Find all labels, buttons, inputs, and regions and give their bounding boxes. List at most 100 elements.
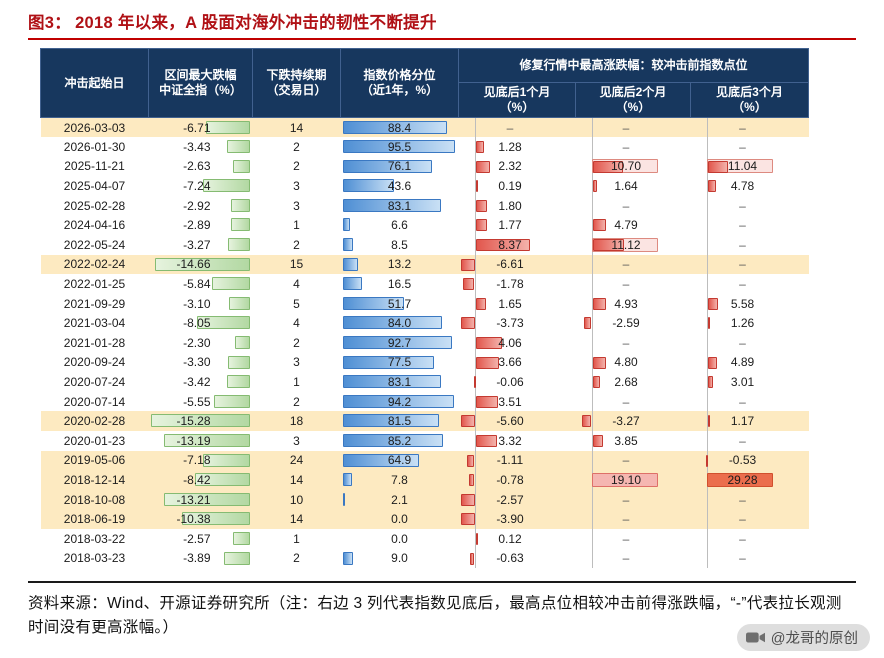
drawdown-bar [182, 512, 250, 526]
drawdown-bar [197, 316, 250, 330]
cell-duration: 2 [293, 335, 300, 350]
cell-value: – [739, 277, 746, 292]
bar-axis [591, 274, 593, 294]
cell-recovery-m3: 29.28 [690, 470, 809, 490]
cell-max-drawdown: -2.89 [149, 215, 253, 235]
table-wrap: 冲击起始日 区间最大跌幅 中证全指（%） 下跌持续期 （交易日） 指数价格分位 … [40, 48, 884, 569]
cell-recovery-m1: -5.60 [458, 411, 576, 431]
percentile-bar [342, 316, 442, 330]
cell-recovery-m1: -6.61 [458, 254, 576, 275]
header-max-drawdown-line2: 中证全指（%） [159, 83, 242, 97]
recovery-bar [475, 395, 499, 408]
cell-shock-date: 2018-03-22 [63, 531, 126, 546]
cell-percentile: 83.1 [341, 196, 459, 216]
cell-recovery-m3: – [691, 195, 809, 216]
cell-duration: 3 [293, 433, 300, 448]
cell-recovery-m3: – [691, 528, 809, 549]
cell-recovery-m2: – [575, 254, 691, 275]
table-row: 2021-03-04 -8.05 4 84.0 -3.73 -2.59 1.26 [41, 313, 809, 334]
figure-title: 图3： 2018 年以来，A 股面对海外冲击的韧性不断提升 [28, 9, 856, 33]
cell-value: 84.0 [387, 316, 412, 331]
drawdown-bar [164, 434, 250, 447]
cell-value: 6.6 [391, 218, 408, 233]
recovery-bar [475, 337, 502, 350]
cell-duration: 14 [252, 509, 341, 529]
cell-shock-date: 2026-01-30 [63, 139, 126, 154]
cell-shock-date: 2020-07-24 [63, 375, 126, 390]
bar-axis [474, 450, 476, 471]
recovery-bar [707, 415, 710, 428]
cell-value: -13.21 [176, 492, 211, 507]
cell-value: -8.05 [183, 316, 211, 331]
bar-axis [706, 254, 708, 275]
cell-value: – [622, 257, 630, 272]
cell-shock-date: 2021-03-04 [63, 316, 126, 331]
cell-value: – [739, 551, 746, 566]
cell-value: 10.70 [610, 159, 642, 174]
cell-recovery-m2: 2.68 [576, 372, 691, 392]
cell-value: – [622, 492, 630, 507]
recovery-bar [707, 297, 718, 310]
cell-percentile: 76.1 [341, 157, 459, 177]
cell-recovery-m3: – [691, 215, 809, 236]
bar-axis [591, 450, 593, 471]
cell-value: -5.60 [496, 414, 524, 429]
cell-recovery-m3: 1.17 [690, 411, 809, 431]
percentile-bar [342, 394, 454, 408]
drawdown-bar [202, 179, 250, 193]
recovery-bar [707, 180, 717, 193]
percentile-bar [342, 159, 433, 173]
cell-recovery-m2: – [575, 450, 691, 471]
bar-axis [474, 274, 476, 294]
bar-axis [591, 313, 593, 334]
cell-value: 85.2 [387, 433, 412, 448]
bar-axis [474, 235, 476, 255]
cell-shock-date: 2026-03-03 [40, 117, 149, 138]
cell-value: – [739, 531, 746, 546]
cell-value: – [739, 237, 746, 252]
bar-axis [474, 528, 476, 549]
cell-percentile: 16.5 [341, 274, 459, 294]
cell-max-drawdown: -3.27 [149, 235, 253, 255]
cell-recovery-m2: -2.59 [576, 313, 691, 334]
cell-value: -3.30 [183, 355, 211, 370]
cell-shock-date: 2018-12-14 [40, 470, 149, 490]
cell-percentile: 94.2 [341, 392, 459, 412]
cell-value: 0.19 [498, 179, 522, 194]
table-row: 2025-04-07 -7.24 3 43.6 0.19 1.64 4.78 [41, 176, 809, 196]
cell-recovery-m2: 4.79 [576, 215, 691, 236]
recovery-bar [592, 356, 607, 369]
recovery-bar [475, 180, 478, 193]
cell-duration: 24 [252, 450, 341, 471]
percentile-bar [342, 414, 439, 428]
cell-max-drawdown: -15.28 [148, 411, 253, 431]
cell-value: 4.93 [614, 296, 638, 311]
bar-axis [706, 352, 708, 373]
bar-axis [591, 176, 593, 196]
cell-value: 11.04 [727, 159, 758, 174]
cell-percentile: 64.9 [340, 450, 459, 471]
cell-value: -14.66 [176, 257, 211, 272]
cell-value: 2.1 [391, 492, 408, 507]
bar-axis [474, 137, 476, 157]
cell-recovery-m1: 0.12 [459, 528, 576, 549]
cell-value: 4.78 [730, 179, 755, 194]
cell-value: 13.2 [387, 257, 412, 272]
header-month1: 见底后1个月 （%） [458, 82, 576, 118]
recovery-bar [463, 278, 475, 291]
cell-shock-date: 2021-09-29 [63, 296, 126, 311]
drawdown-bar [164, 492, 250, 506]
cell-shock-date: 2018-10-08 [40, 489, 149, 510]
bar-axis [591, 509, 593, 529]
cell-recovery-m2: – [576, 548, 691, 569]
footer-divider [28, 581, 856, 584]
drawdown-bar [232, 159, 250, 173]
cell-value: 3.51 [498, 394, 522, 409]
cell-shock-date: 2021-01-28 [63, 335, 126, 350]
cell-recovery-m1: -1.78 [459, 274, 576, 294]
percentile-bar [342, 355, 434, 369]
table-row: 2022-05-24 -3.27 2 8.5 8.37 11.12 – [41, 235, 809, 255]
cell-recovery-m2: – [576, 137, 691, 157]
cell-shock-date: 2025-02-28 [63, 198, 126, 213]
bar-axis [706, 235, 708, 255]
